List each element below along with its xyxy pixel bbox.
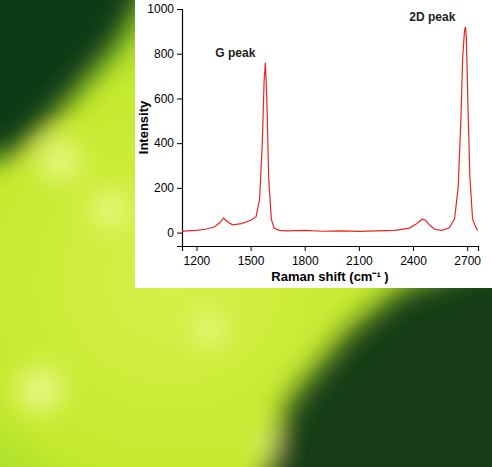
x-tick-mark [413,246,414,251]
map-bright-spot [255,435,275,455]
map-bright-spot [20,370,60,410]
x-tick-label: 1800 [292,254,319,268]
map-features [0,0,492,467]
map-bright-spot [196,316,224,344]
y-tick-label: 600 [154,92,174,106]
x-axis-line [183,247,479,252]
x-tick-label: 1200 [184,254,211,268]
x-axis-title: Raman shift (cm⁻¹ ) [271,269,388,284]
y-tick-label: 800 [154,47,174,61]
y-tick-label: 400 [154,136,174,150]
peak-annotation: G peak [215,46,255,60]
y-tick: 200 [154,181,182,195]
x-tick-mark [305,246,306,251]
x-tick-label: 2100 [346,254,373,268]
x-tick-mark [359,246,360,251]
x-tick: 1800 [292,246,319,268]
x-tick-mark [467,246,468,251]
y-axis: 0 200 400 600 800 1000 [147,2,182,246]
x-tick-mark [196,246,197,251]
x-tick: 2100 [346,246,373,268]
y-tick-label: 1000 [147,2,174,16]
y-axis-title: Intensity [136,100,151,154]
y-tick-mark [177,9,182,10]
map-bright-spot [94,194,126,226]
y-tick: 1000 [147,2,182,16]
x-tick: 1200 [184,246,211,268]
y-tick: 800 [154,47,182,61]
peak-annotation: 2D peak [409,10,455,24]
plot-marks [182,27,478,232]
y-tick: 0 [167,226,182,240]
y-tick-mark [177,233,182,234]
y-axis-line [177,10,183,247]
x-tick: 2400 [400,246,427,268]
y-tick-mark [177,54,182,55]
x-tick-label: 2400 [400,254,427,268]
y-tick: 600 [154,92,182,106]
x-tick: 2700 [454,246,481,268]
x-tick-label: 1500 [238,254,265,268]
raman-map [0,0,492,467]
inset-panel [135,0,492,288]
x-tick: 1500 [238,246,265,268]
map-bright-spot [42,142,78,178]
y-tick-mark [177,188,182,189]
x-axis: 1200 1500 1800 2100 2400 2700 [183,246,482,268]
y-tick-label: 0 [167,226,174,240]
y-tick-mark [177,98,182,99]
y-tick-label: 200 [154,181,174,195]
y-tick: 400 [154,136,182,150]
y-tick-mark [177,143,182,144]
spectrum-line [182,27,478,232]
x-tick-mark [251,246,252,251]
x-tick-label: 2700 [454,254,481,268]
figure: 1200 1500 1800 2100 2400 2700 0 200 400 600 800 100… [0,0,492,467]
